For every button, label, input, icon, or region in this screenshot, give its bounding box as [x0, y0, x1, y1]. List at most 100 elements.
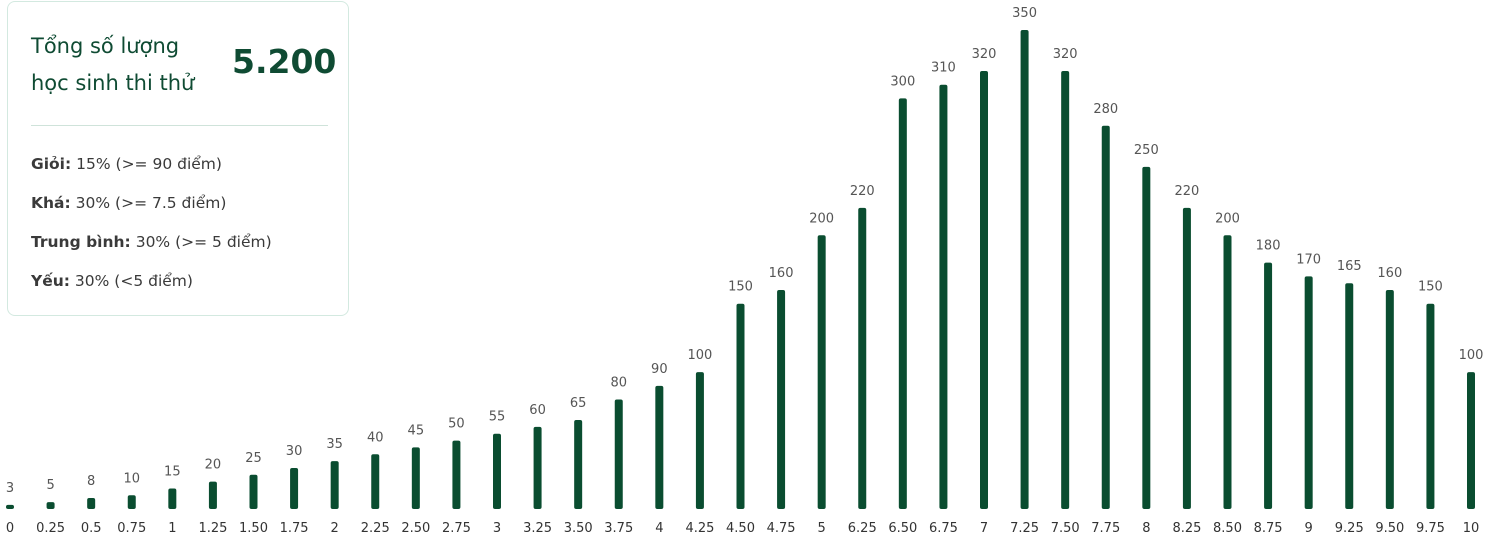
x-tick-label: 10: [1463, 521, 1480, 536]
bar-7.25: [1020, 30, 1029, 509]
value-label: 100: [1459, 348, 1484, 363]
x-tick-label: 1: [168, 521, 176, 536]
summary-divider: [31, 125, 328, 126]
x-tick-label: 4: [655, 521, 663, 536]
value-label: 160: [769, 266, 794, 281]
value-label: 20: [205, 458, 222, 473]
value-label: 35: [326, 437, 343, 452]
level-row-kha: Khá: 30% (>= 7.5 điểm): [31, 194, 226, 212]
value-label: 40: [367, 430, 384, 445]
x-tick-label: 3.75: [604, 521, 633, 536]
bar-0.25: [46, 502, 55, 509]
bar-8.25: [1182, 207, 1191, 509]
level-label: Yếu:: [31, 272, 70, 290]
x-tick-label: 0: [6, 521, 14, 536]
x-tick-label: 9.25: [1335, 521, 1364, 536]
bar-1: [168, 488, 177, 509]
level-row-gioi: Giỏi: 15% (>= 90 điểm): [31, 155, 222, 173]
bar-7: [980, 71, 988, 509]
bar-10: [1467, 372, 1475, 509]
summary-card: Tổng số lượng học sinh thi thử 5.200 Giỏ…: [7, 1, 349, 316]
value-label: 220: [1175, 184, 1200, 199]
level-row-yeu: Yếu: 30% (<5 điểm): [31, 272, 193, 290]
x-tick-label: 8.50: [1213, 521, 1242, 536]
x-tick-label: 9.75: [1416, 521, 1445, 536]
value-label: 15: [164, 464, 181, 479]
value-label: 65: [570, 396, 587, 411]
value-label: 220: [850, 184, 875, 199]
value-label: 25: [245, 451, 262, 466]
x-tick-labels-group: 0 0.25 0.5 0.75 1 1.25 1.50 1.75 2 2.25 2.50 2.75 3 3…: [6, 521, 1479, 536]
x-tick-label: 1.75: [280, 521, 309, 536]
x-tick-label: 6.50: [888, 521, 917, 536]
bar-0: [6, 504, 14, 509]
value-label: 100: [688, 348, 713, 363]
value-label: 300: [890, 74, 915, 89]
x-tick-label: 3.25: [523, 521, 552, 536]
x-tick-label: 5: [818, 521, 826, 536]
x-tick-label: 1.50: [239, 521, 268, 536]
x-tick-label: 2: [331, 521, 339, 536]
x-tick-label: 0.25: [36, 521, 65, 536]
level-label: Trung bình:: [31, 233, 131, 251]
bars-group: [6, 30, 1475, 510]
bar-2: [330, 461, 339, 509]
bar-7.50: [1061, 71, 1070, 509]
value-label: 170: [1296, 252, 1321, 267]
value-labels-group: 3 5 8 10 15 20 25 30 35 40 45 50 55 60 658090100150160…: [6, 6, 1484, 496]
value-label: 320: [972, 47, 997, 62]
x-tick-label: 3: [493, 521, 501, 536]
bar-1.25: [208, 481, 217, 509]
value-label: 180: [1256, 239, 1281, 254]
level-value: 30% (>= 5 điểm): [135, 233, 272, 251]
x-tick-label: 7.25: [1010, 521, 1039, 536]
bar-7.75: [1101, 125, 1110, 510]
value-label: 350: [1012, 6, 1037, 21]
bar-1.75: [290, 467, 299, 509]
x-tick-label: 6.75: [929, 521, 958, 536]
value-label: 165: [1337, 259, 1362, 274]
value-label: 60: [529, 403, 546, 418]
bar-9.75: [1426, 303, 1435, 509]
value-label: 10: [123, 471, 140, 486]
x-tick-label: 2.50: [401, 521, 430, 536]
value-label: 5: [46, 478, 54, 493]
value-label: 160: [1377, 266, 1402, 281]
value-label: 150: [1418, 280, 1443, 295]
x-tick-label: 8.75: [1254, 521, 1283, 536]
bar-6.75: [939, 84, 948, 510]
x-tick-label: 1.25: [198, 521, 227, 536]
value-label: 30: [286, 444, 303, 459]
bar-3.50: [574, 420, 583, 509]
bar-3.75: [614, 399, 623, 509]
x-tick-label: 7: [980, 521, 988, 536]
value-label: 200: [1215, 211, 1240, 226]
bar-4.75: [777, 290, 786, 509]
x-tick-label: 2.25: [361, 521, 390, 536]
bar-8: [1142, 166, 1151, 510]
bar-0.75: [127, 495, 136, 509]
x-tick-label: 9: [1305, 521, 1313, 536]
bar-3.25: [533, 426, 542, 509]
value-label: 250: [1134, 143, 1159, 158]
x-tick-label: 8: [1142, 521, 1150, 536]
bar-2.75: [452, 440, 461, 509]
x-tick-label: 4.50: [726, 521, 755, 536]
x-tick-label: 4.75: [767, 521, 796, 536]
bar-4: [655, 385, 664, 509]
x-tick-label: 7.50: [1051, 521, 1080, 536]
bar-4.50: [736, 303, 745, 509]
value-label: 8: [87, 474, 95, 489]
bar-3: [493, 433, 501, 509]
value-label: 90: [651, 362, 668, 377]
bar-6.50: [898, 98, 907, 510]
value-label: 80: [610, 376, 627, 391]
bar-0.5: [87, 498, 96, 509]
level-value: 30% (<5 điểm): [74, 272, 193, 290]
level-label: Giỏi:: [31, 155, 72, 173]
value-label: 280: [1093, 102, 1118, 117]
bar-5: [817, 235, 826, 510]
level-value: 15% (>= 90 điểm): [76, 155, 222, 173]
bar-2.25: [371, 454, 380, 509]
bar-9: [1304, 276, 1313, 509]
